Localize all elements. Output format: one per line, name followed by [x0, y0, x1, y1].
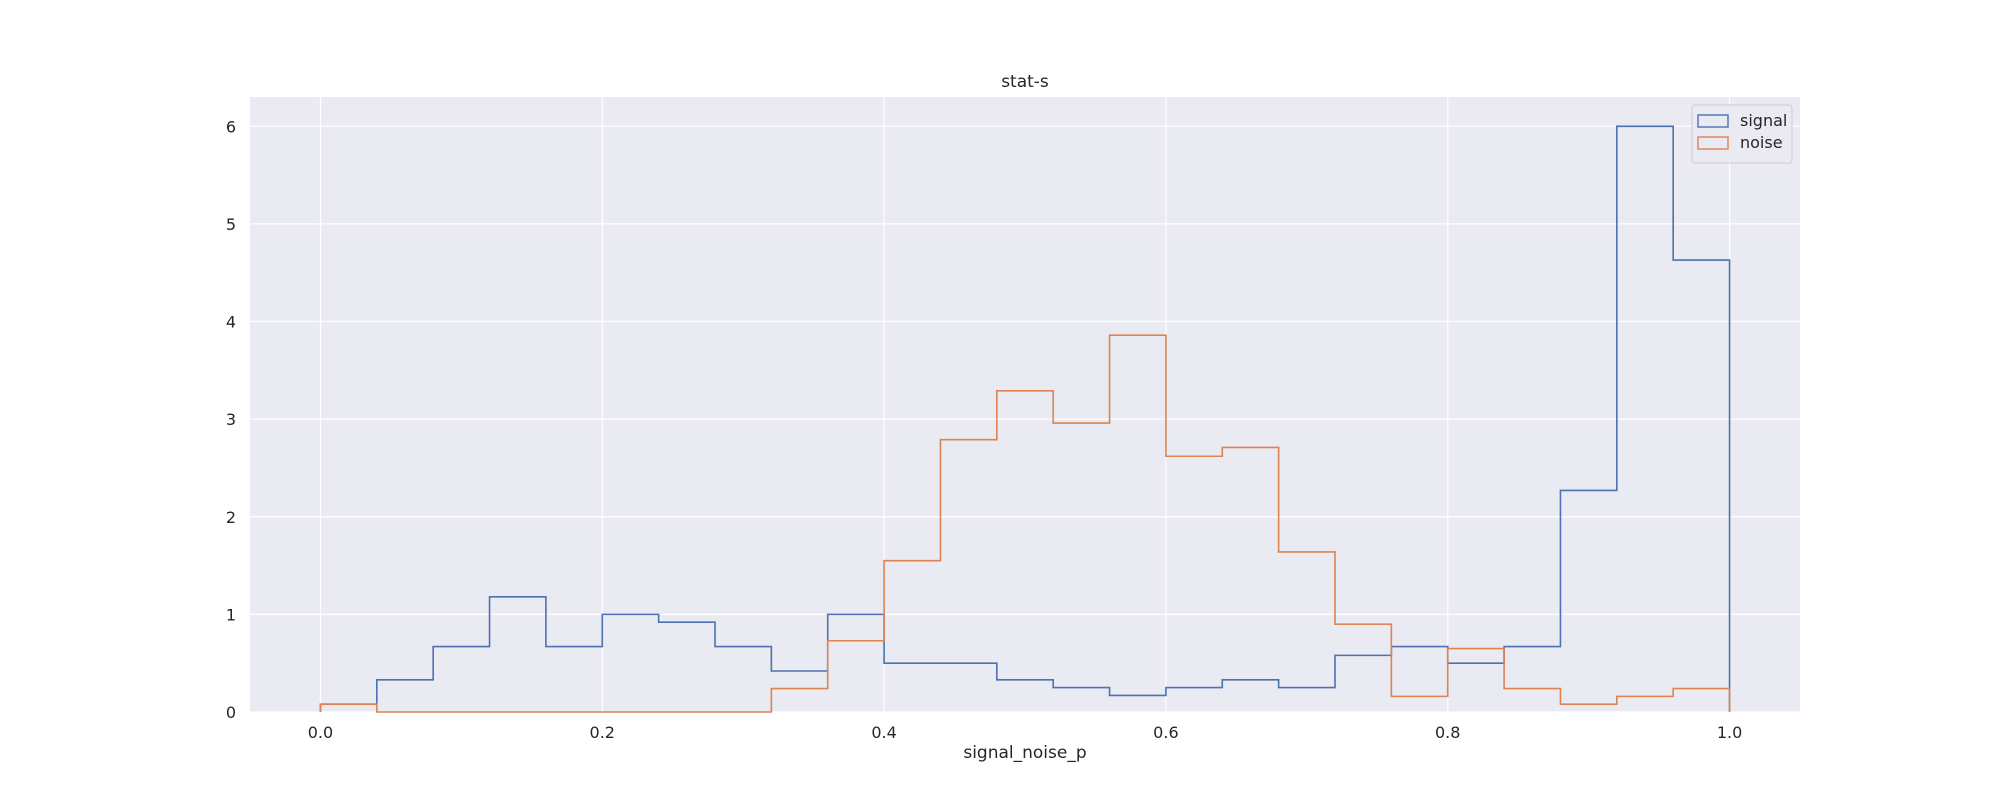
x-tick-label: 0.6 [1153, 723, 1178, 742]
y-tick-label: 0 [226, 703, 236, 722]
x-axis-label: signal_noise_p [963, 743, 1086, 763]
y-tick-label: 1 [226, 605, 236, 624]
plot-area [250, 97, 1800, 712]
series-noise-step [319, 334, 1731, 713]
y-tick-label: 3 [226, 410, 236, 429]
y-tick-label: 5 [226, 215, 236, 234]
y-axis: 0 1 2 3 4 5 6 [226, 117, 236, 722]
y-tick-label: 4 [226, 313, 236, 332]
y-tick-label: 2 [226, 508, 236, 527]
x-tick-label: 0.2 [590, 723, 615, 742]
x-tick-label: 0.0 [308, 723, 333, 742]
x-tick-label: 0.8 [1435, 723, 1460, 742]
legend: signal noise [1691, 104, 1793, 164]
chart-title: stat-s [1001, 72, 1049, 92]
x-tick-label: 1.0 [1717, 723, 1742, 742]
series-layer [319, 125, 1731, 713]
x-tick-label: 0.4 [871, 723, 896, 742]
legend-label-signal: signal [1740, 111, 1787, 130]
legend-swatch-noise [1697, 136, 1729, 150]
legend-label-noise: noise [1740, 133, 1783, 152]
legend-swatch-signal [1697, 114, 1729, 128]
y-tick-label: 6 [226, 117, 236, 136]
x-axis: 0.0 0.2 0.4 0.6 0.8 1.0 [308, 723, 1743, 742]
